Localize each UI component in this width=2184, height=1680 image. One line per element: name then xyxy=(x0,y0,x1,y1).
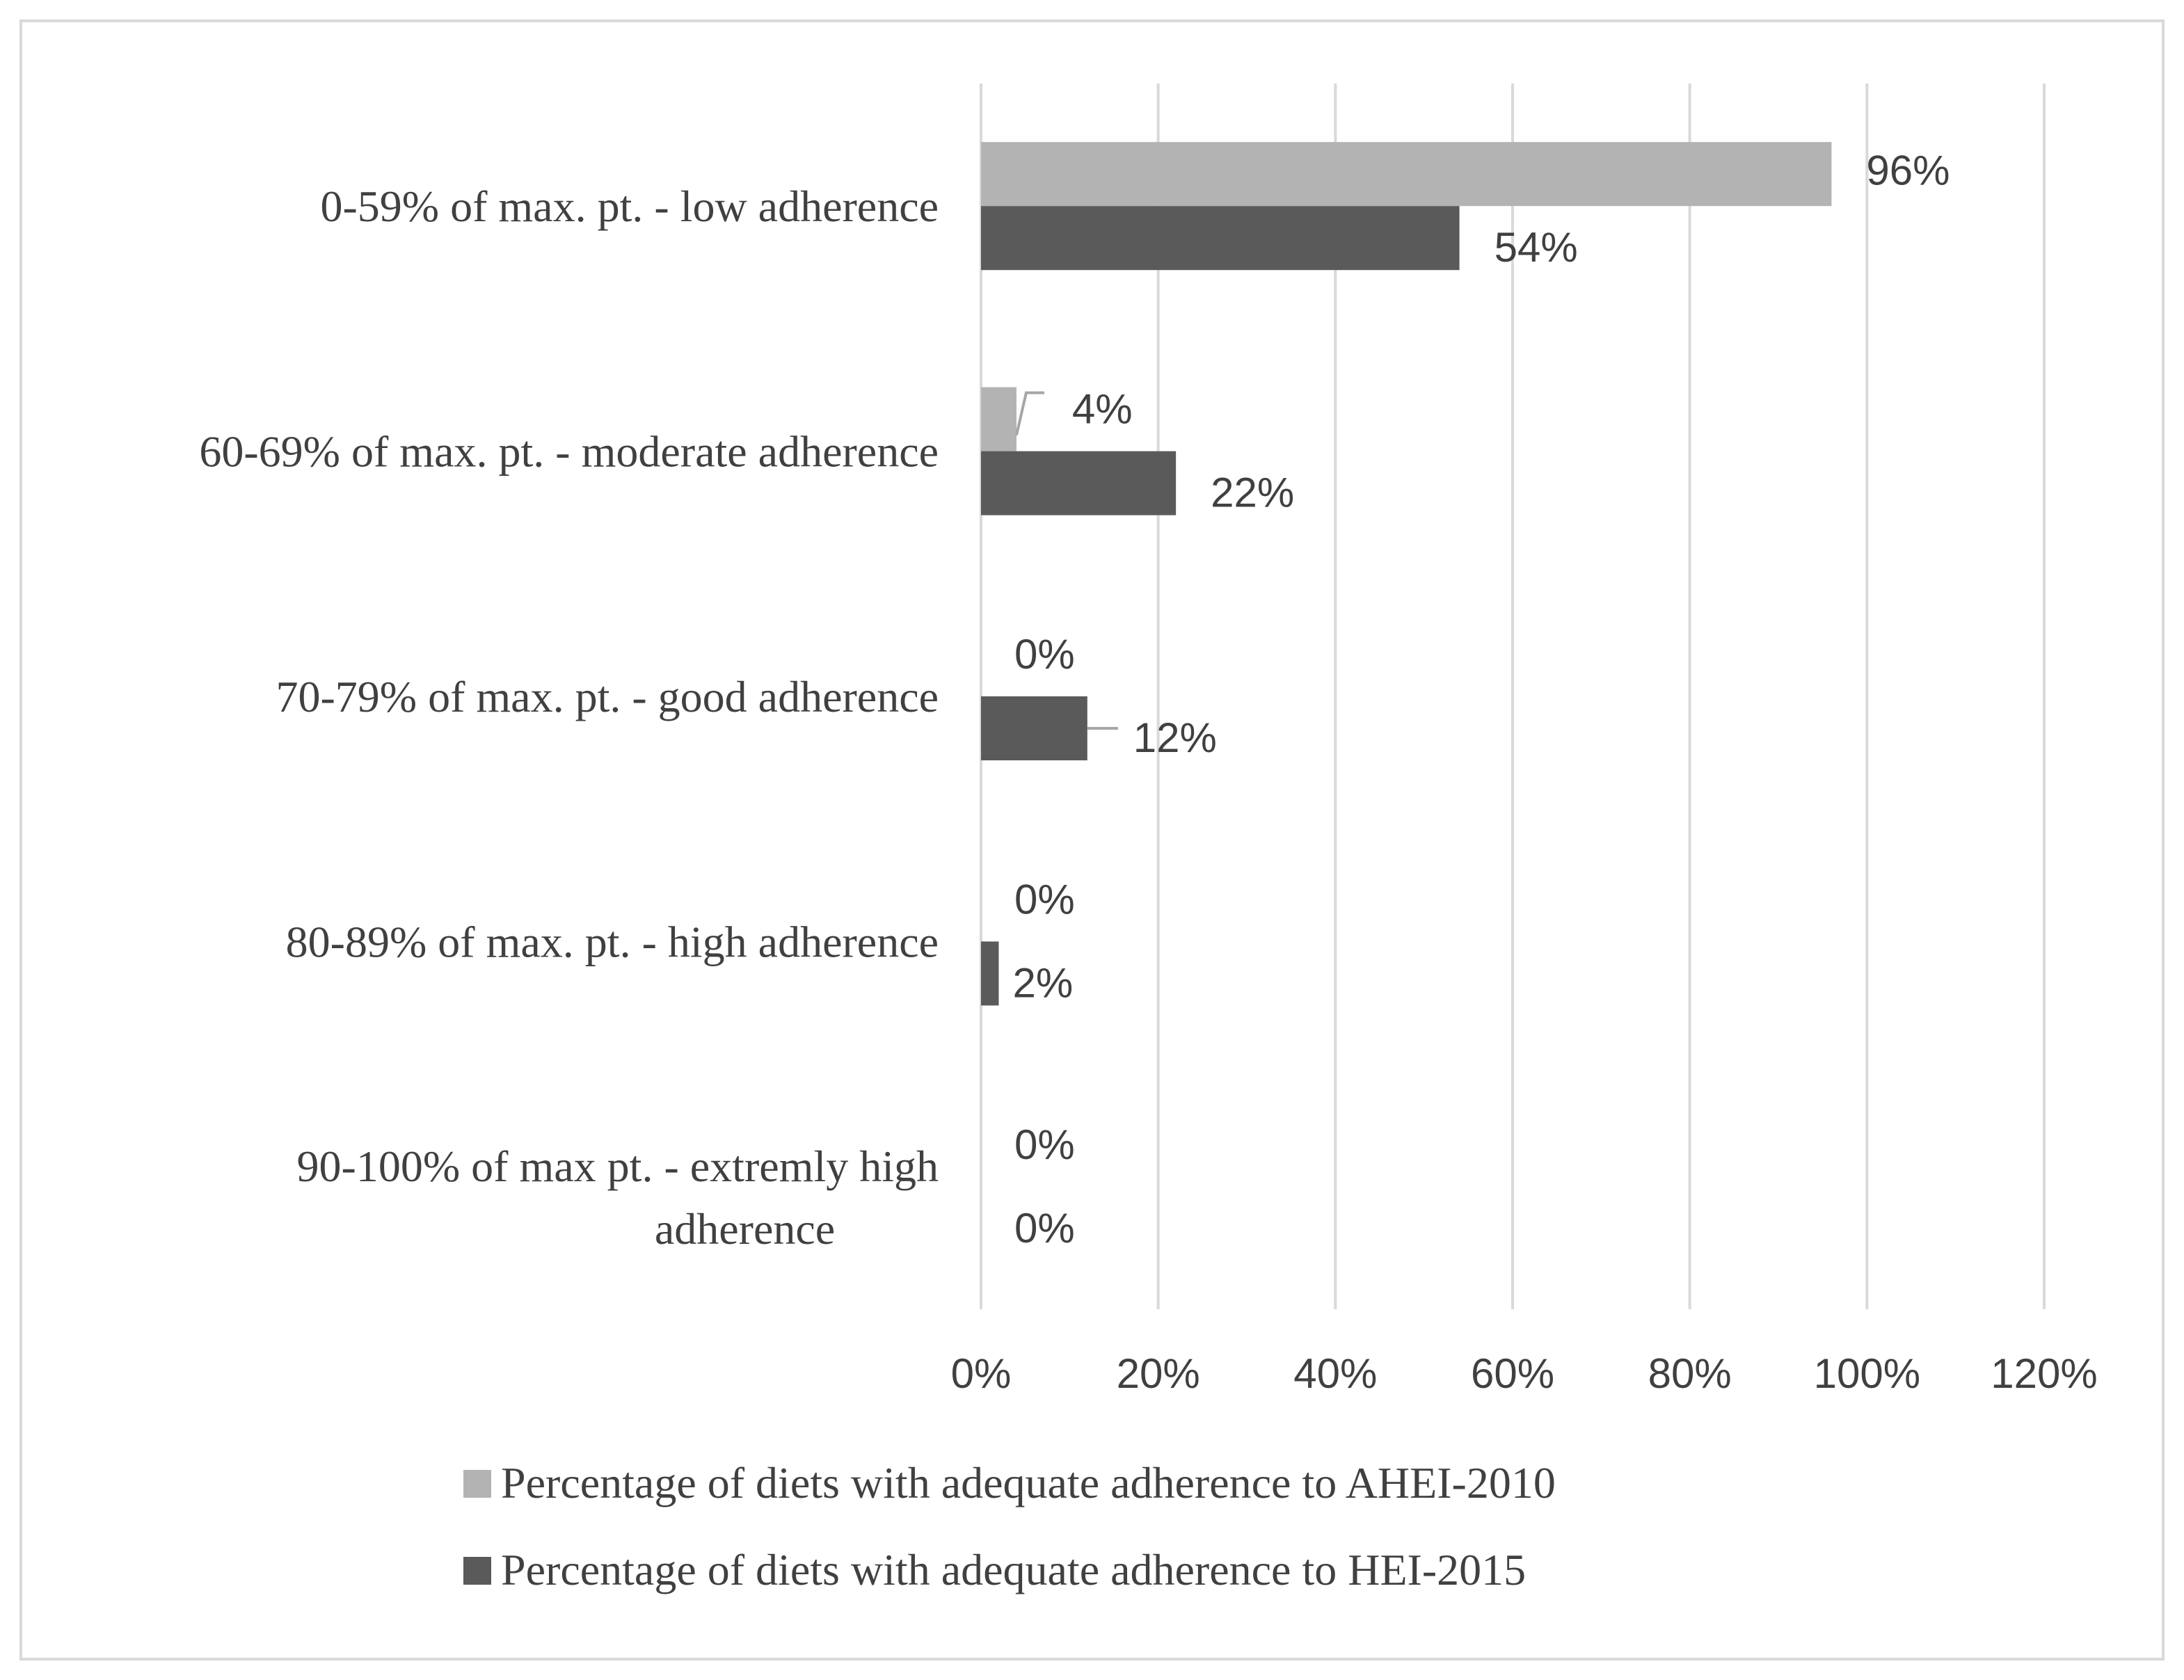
x-tick-label: 80% xyxy=(1648,1350,1732,1397)
data-label: 0% xyxy=(1014,631,1075,678)
category-label: adherence xyxy=(655,1204,835,1254)
leader-line xyxy=(1014,391,1044,436)
bar xyxy=(981,387,1017,451)
bar xyxy=(981,941,999,1006)
data-label: 0% xyxy=(1014,1121,1075,1168)
legend-label: Percentage of diets with adequate adhere… xyxy=(501,1458,1556,1507)
legend-swatch xyxy=(463,1557,491,1585)
data-label: 0% xyxy=(1014,876,1075,922)
bar xyxy=(981,142,1832,207)
category-label: 70-79% of max. pt. - good adherence xyxy=(276,672,939,721)
legend-swatch xyxy=(463,1470,491,1498)
bar xyxy=(981,206,1460,271)
category-label: 80-89% of max. pt. - high adherence xyxy=(286,917,939,966)
x-tick-label: 40% xyxy=(1293,1350,1377,1397)
category-label: 60-69% of max. pt. - moderate adherence xyxy=(199,427,939,477)
x-tick-label: 120% xyxy=(1991,1350,2097,1397)
data-label: 22% xyxy=(1211,470,1294,516)
category-label: 0-59% of max. pt. - low adherence xyxy=(320,182,939,231)
data-label: 0% xyxy=(1014,1205,1075,1251)
x-tick-label: 100% xyxy=(1814,1350,1920,1397)
data-label: 54% xyxy=(1494,224,1578,271)
data-label: 12% xyxy=(1133,714,1217,761)
bar xyxy=(981,696,1087,760)
bar xyxy=(981,451,1177,515)
x-tick-label: 0% xyxy=(951,1350,1012,1397)
data-label: 4% xyxy=(1072,386,1133,433)
data-label: 96% xyxy=(1866,147,1950,194)
data-label: 2% xyxy=(1012,959,1073,1006)
bar-chart: 0-59% of max. pt. - low adherence 60-69% … xyxy=(199,83,2098,1594)
category-label: 90-100% of max pt. - extremly high xyxy=(297,1142,939,1191)
x-tick-label: 20% xyxy=(1117,1350,1200,1397)
legend-label: Percentage of diets with adequate adhere… xyxy=(501,1545,1526,1594)
x-tick-label: 60% xyxy=(1471,1350,1554,1397)
chart-frame: 0-59% of max. pt. - low adherence 60-69% … xyxy=(19,19,2165,1661)
